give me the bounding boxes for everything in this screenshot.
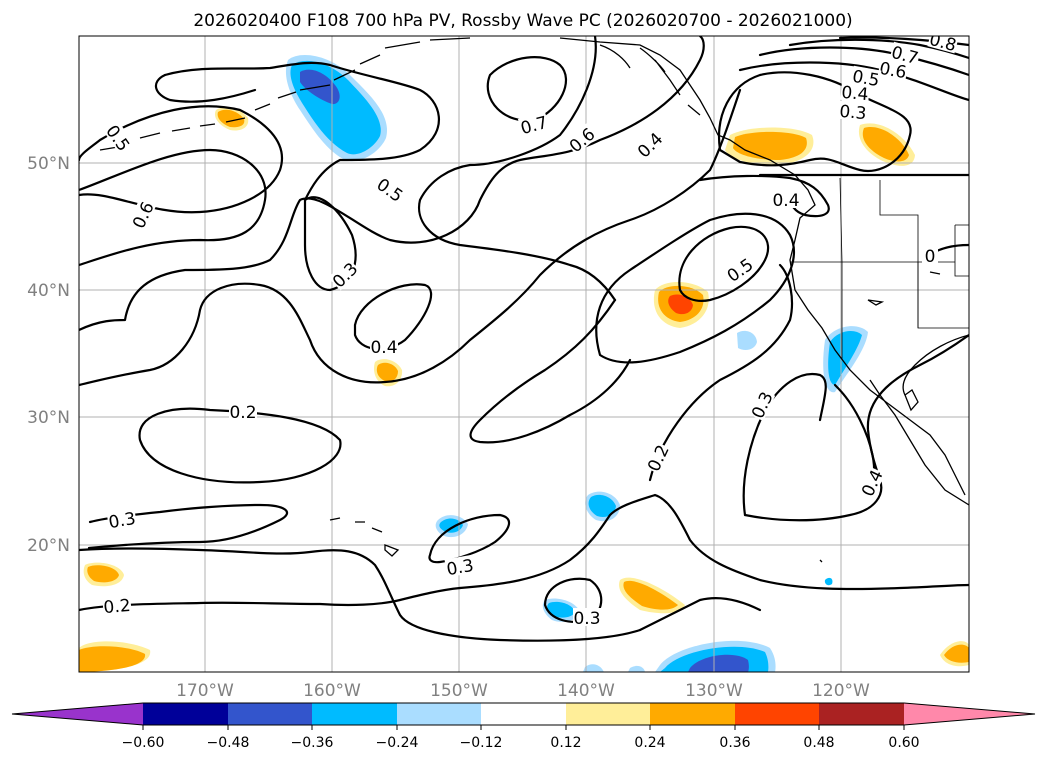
- contour-label: 0.4: [370, 337, 398, 358]
- lat-label: 40°N: [27, 281, 70, 301]
- svg-text:0.3: 0.3: [839, 102, 868, 124]
- colorbar-bin: [397, 703, 481, 725]
- contour-label: 0.3: [573, 608, 601, 629]
- colorbar-bin: [143, 703, 228, 725]
- latitude-axis: 50°N 40°N 30°N 20°N: [27, 154, 70, 556]
- colorbar-tick-label: −0.60: [122, 735, 165, 751]
- colorbar-bin: [650, 703, 735, 725]
- colorbar-tick-label: 0.60: [888, 735, 919, 751]
- svg-text:0.2: 0.2: [103, 596, 132, 618]
- colorbar-tick-label: −0.48: [207, 735, 250, 751]
- colorbar-tick-label: 0.12: [550, 735, 581, 751]
- contour-label: 0.6: [878, 57, 909, 83]
- svg-text:0.6: 0.6: [878, 59, 908, 83]
- colorbar-bin: [312, 703, 397, 725]
- colorbar-tick-label: 0.24: [634, 735, 665, 751]
- svg-text:0.4: 0.4: [772, 191, 799, 211]
- lat-label: 20°N: [27, 536, 70, 556]
- svg-text:0.4: 0.4: [841, 83, 870, 105]
- colorbar-bin: [735, 703, 819, 725]
- colorbar-tick-label: 0.36: [719, 735, 750, 751]
- contour-label: 0.8: [927, 30, 960, 56]
- lon-label: 170°W: [176, 681, 234, 701]
- colorbar-tick-label: 0.48: [803, 735, 834, 751]
- svg-text:0.3: 0.3: [445, 556, 475, 580]
- lon-label: 150°W: [430, 681, 488, 701]
- svg-text:0.3: 0.3: [107, 509, 137, 533]
- contour-label: 0.2: [229, 402, 257, 423]
- contour-label: 0.4: [840, 81, 870, 105]
- lon-label: 160°W: [303, 681, 361, 701]
- colorbar: −0.60 −0.48 −0.36 −0.24 −0.12 0.12 0.24 …: [11, 702, 1036, 751]
- contour-label: 0.4: [772, 190, 800, 211]
- map-frame: [78, 35, 970, 673]
- map-background: [79, 36, 969, 672]
- svg-text:0.3: 0.3: [573, 609, 600, 629]
- svg-text:0: 0: [925, 247, 936, 267]
- colorbar-bin: [481, 703, 566, 725]
- lon-label: 120°W: [812, 681, 870, 701]
- colorbar-over-extension: [904, 703, 1035, 725]
- colorbar-tick-label: −0.24: [376, 735, 419, 751]
- lon-label: 130°W: [685, 681, 743, 701]
- colorbar-bin: [566, 703, 650, 725]
- colorbar-bin: [819, 703, 904, 725]
- contour-label: 0.3: [444, 554, 475, 580]
- colorbar-tick-label: −0.12: [460, 735, 503, 751]
- lat-label: 50°N: [27, 154, 70, 174]
- lon-label: 140°W: [557, 681, 615, 701]
- colorbar-under-extension: [12, 703, 143, 725]
- contour-label: 0: [922, 246, 938, 267]
- colorbar-bin: [228, 703, 312, 725]
- svg-text:0.4: 0.4: [370, 338, 397, 358]
- map-title: 2026020400 F108 700 hPa PV, Rossby Wave …: [193, 11, 852, 31]
- contour-label: 0.7: [517, 111, 550, 139]
- contour-label: 0.2: [102, 594, 132, 618]
- map-panel: 0.5 0.6 0.5 0.3 0.4 0.7 0.6 0.4 0.8 0.7 …: [78, 30, 970, 673]
- colorbar-tick-label: −0.36: [291, 735, 334, 751]
- lat-label: 30°N: [27, 408, 70, 428]
- contour-label: 0.3: [838, 100, 868, 124]
- graticule: [79, 36, 969, 672]
- longitude-axis: 170°W 160°W 150°W 140°W 130°W 120°W: [176, 681, 870, 701]
- svg-text:0.2: 0.2: [229, 403, 256, 423]
- contour-label: 0.3: [106, 507, 137, 533]
- svg-text:0.8: 0.8: [927, 30, 958, 56]
